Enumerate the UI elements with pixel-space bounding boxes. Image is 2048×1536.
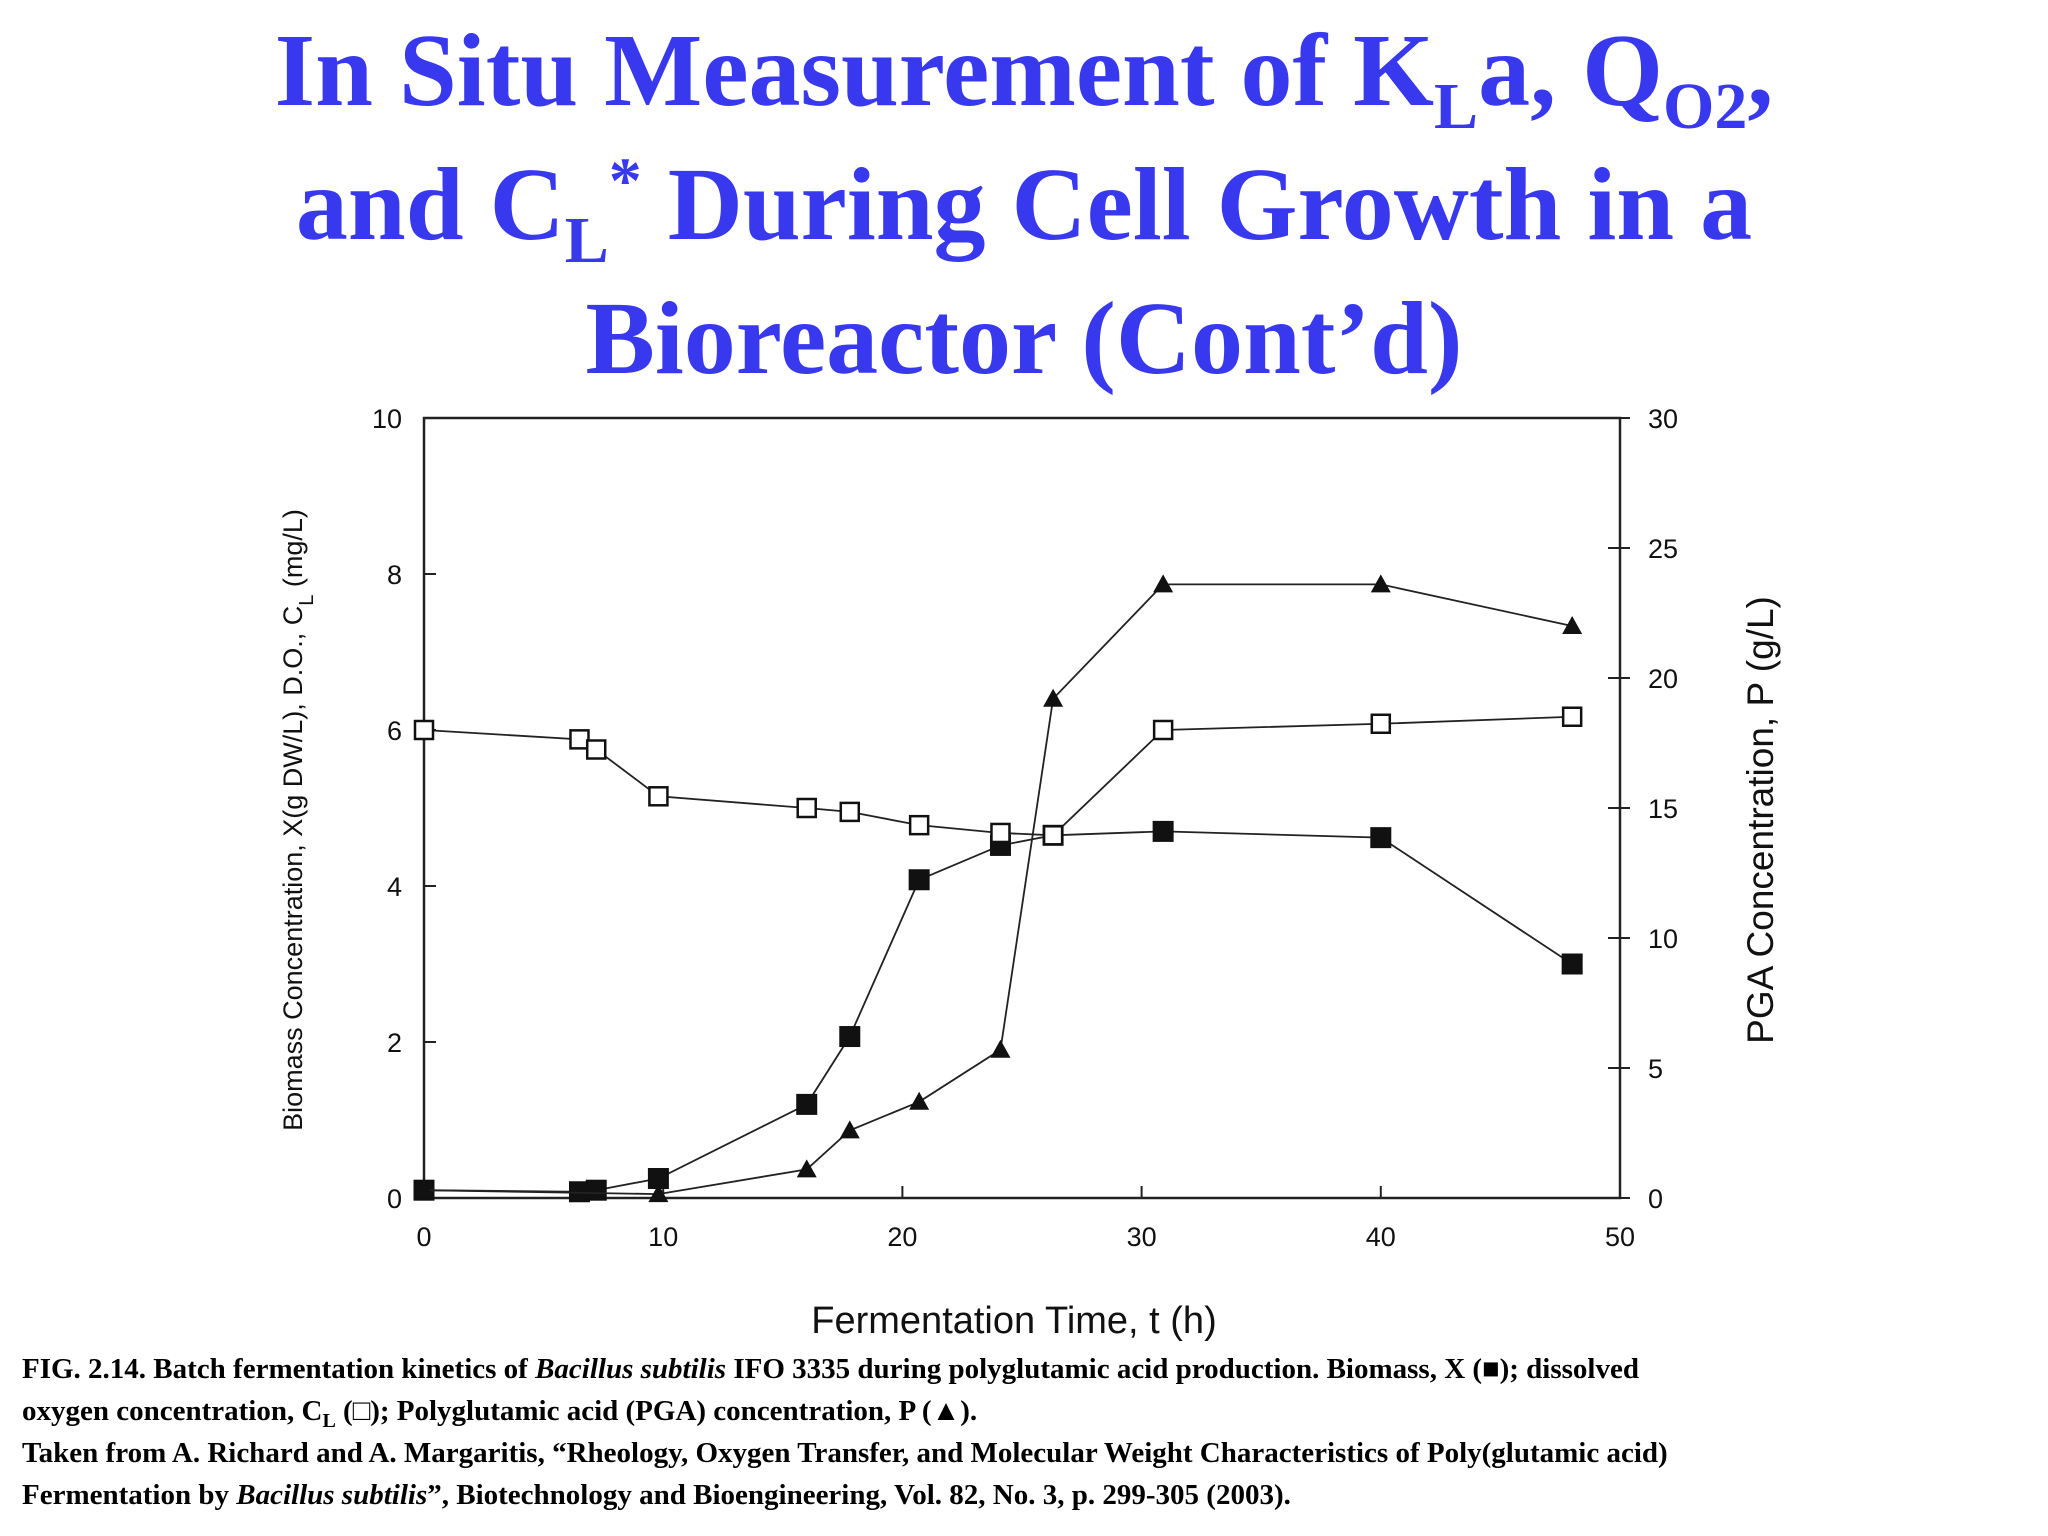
point-open-square	[648, 786, 669, 807]
point-filled-triangle	[1562, 616, 1583, 634]
point-filled-square	[1561, 953, 1583, 975]
point-open-square	[1370, 713, 1392, 735]
x-tick-label: 50	[1605, 1222, 1635, 1252]
y-left-tick-label: 4	[387, 872, 402, 902]
title-line-2: and CL* During Cell Growth in a	[295, 144, 1753, 278]
y-left-tick-label: 2	[387, 1028, 402, 1058]
point-filled-triangle	[796, 1159, 817, 1178]
plot-area: 0 10 20 30 40 50 0 2 4 6 8 10 0 5 10 15 20 25 30	[372, 404, 1678, 1252]
point-filled-square	[908, 869, 930, 891]
point-open-square	[796, 797, 817, 819]
figure-caption: FIG. 2.14. Batch fermentation kinetics o…	[22, 1348, 2032, 1516]
y-left-tick-label: 6	[387, 716, 402, 746]
y-right-tick-label: 30	[1648, 404, 1678, 434]
y-right-tick-label: 15	[1648, 794, 1678, 824]
plot-frame	[422, 416, 1622, 1200]
caption-line-2: oxygen concentration, CL (□); Polyglutam…	[22, 1395, 978, 1432]
caption-line-3: Taken from A. Richard and A. Margaritis,…	[22, 1437, 1668, 1469]
y-axis-left-label: Biomass Concentration, X(g DW/L), D.O., …	[278, 509, 318, 1131]
point-open-square	[1561, 706, 1583, 727]
point-filled-square	[1370, 827, 1392, 849]
y-right-tick-label: 5	[1648, 1054, 1663, 1084]
fermentation-chart: 0 10 20 30 40 50 0 2 4 6 8 10 0 5 10 15 20 25 30 Fermentat…	[278, 404, 1781, 1342]
point-open-square	[1042, 825, 1064, 846]
y-left-tick-label: 10	[372, 404, 402, 434]
y-right-tick-label: 10	[1648, 924, 1678, 954]
y-axis-right-label: PGA Concentration, P (g/L)	[1740, 596, 1781, 1044]
point-filled-triangle	[1370, 574, 1391, 593]
x-tick-label: 20	[887, 1222, 917, 1252]
point-open-square	[413, 719, 435, 741]
point-filled-triangle	[839, 1120, 860, 1139]
caption-line-4: Fermentation by Bacillus subtilis”, Biot…	[22, 1479, 1291, 1511]
y-right-tick-label: 20	[1648, 664, 1678, 694]
page-title: In Situ Measurement of KLa, QO2, and CL*…	[0, 4, 2048, 406]
series-line-filled-triangle	[423, 583, 1573, 1196]
point-filled-triangle	[648, 1184, 669, 1203]
point-open-square	[990, 822, 1011, 844]
point-open-square	[569, 729, 590, 750]
point-filled-square	[1152, 820, 1174, 842]
series-line-open-square	[423, 715, 1573, 837]
point-filled-square	[796, 1093, 818, 1115]
point-open-square	[1152, 719, 1174, 741]
y-left-tick-label: 0	[387, 1184, 402, 1214]
point-filled-triangle	[909, 1091, 930, 1110]
y-right-tick-label: 0	[1648, 1184, 1663, 1214]
caption-line-1: FIG. 2.14. Batch fermentation kinetics o…	[22, 1353, 1639, 1385]
series-line-filled-square	[423, 830, 1573, 1193]
x-tick-label: 30	[1127, 1222, 1157, 1252]
y-left-tick-label: 8	[387, 560, 402, 590]
point-open-square	[839, 801, 861, 823]
x-axis-label: Fermentation Time, t (h)	[811, 1300, 1216, 1342]
x-tick-label: 10	[648, 1222, 678, 1252]
point-filled-square	[839, 1026, 861, 1048]
point-open-square	[585, 739, 607, 760]
point-filled-triangle	[1153, 574, 1174, 593]
point-open-square	[908, 814, 930, 836]
point-filled-triangle	[414, 1180, 434, 1199]
point-filled-triangle	[1043, 688, 1064, 707]
point-filled-triangle	[990, 1039, 1011, 1058]
x-tick-label: 40	[1366, 1222, 1396, 1252]
title-line-1: In Situ Measurement of KLa, QO2,	[274, 13, 1774, 144]
x-tick-label: 0	[416, 1222, 431, 1252]
point-filled-square	[585, 1179, 607, 1201]
y-right-tick-label: 25	[1648, 534, 1678, 564]
title-line-3: Bioreactor (Cont’d)	[585, 281, 1463, 396]
